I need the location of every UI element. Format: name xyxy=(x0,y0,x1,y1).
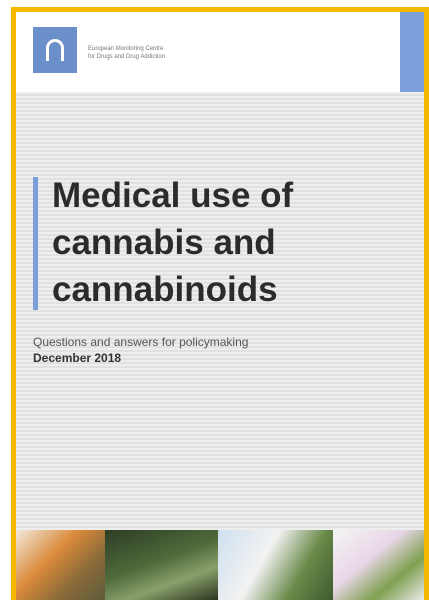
photo xyxy=(218,530,333,600)
photo xyxy=(16,530,105,600)
accent-block xyxy=(400,12,424,92)
subtitle: Questions and answers for policymaking xyxy=(33,335,249,349)
date: December 2018 xyxy=(33,351,122,365)
photo xyxy=(333,530,424,600)
photo-strip xyxy=(16,530,424,600)
title: Medical use of cannabis and cannabinoids xyxy=(52,172,293,313)
org-line: for Drugs and Drug Addiction xyxy=(88,54,166,60)
title-line: cannabis and xyxy=(52,223,276,262)
logo xyxy=(33,27,77,73)
cover: European Monitoring Centre for Drugs and… xyxy=(11,7,429,600)
accent-bar xyxy=(33,177,38,310)
org-line: European Monitoring Centre xyxy=(88,46,164,52)
photo xyxy=(105,530,218,600)
header: European Monitoring Centre for Drugs and… xyxy=(16,12,424,92)
title-line: cannabinoids xyxy=(52,270,278,309)
title-panel: Medical use of cannabis and cannabinoids… xyxy=(16,92,424,530)
organization: European Monitoring Centre for Drugs and… xyxy=(88,45,165,61)
title-line: Medical use of xyxy=(52,176,294,215)
